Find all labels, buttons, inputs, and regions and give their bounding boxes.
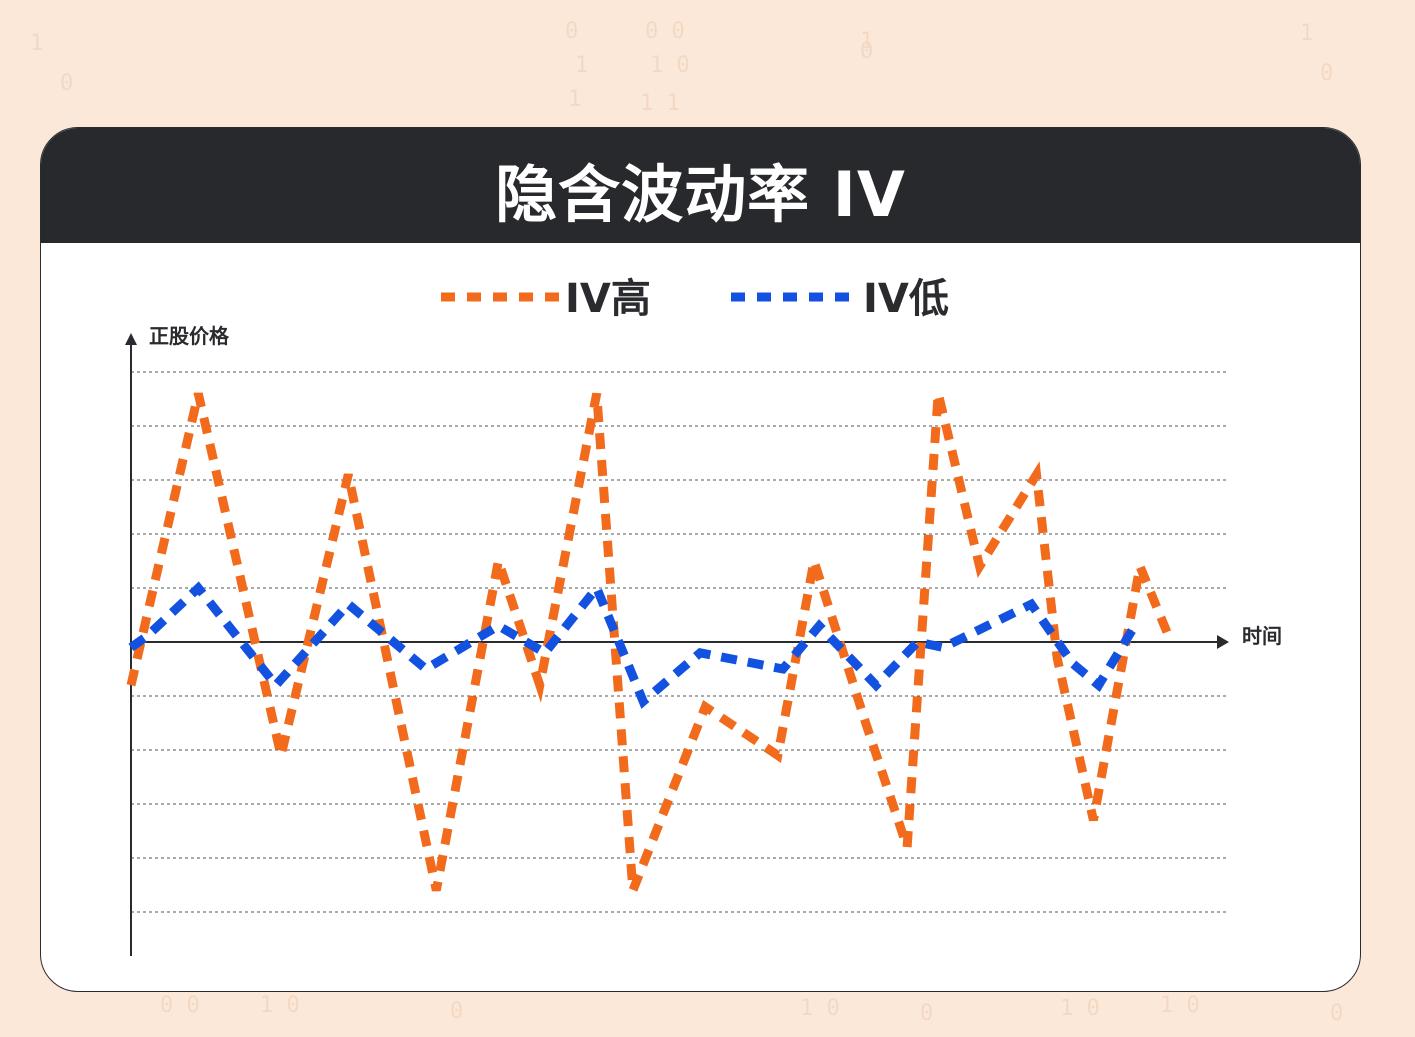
gridlines	[131, 371, 1229, 913]
svg-text:1: 1	[30, 31, 43, 56]
svg-text:1 1: 1 1	[640, 91, 680, 116]
series-layer	[126, 392, 1176, 893]
chart: 正股价格 时间 IV高 IV低	[125, 276, 1282, 956]
svg-text:1: 1	[860, 29, 873, 54]
series-line-iv-high	[126, 392, 1176, 893]
page-title: 隐含波动率 IV	[495, 157, 906, 231]
svg-text:0 0: 0 0	[645, 19, 685, 44]
y-axis-arrow	[125, 333, 137, 345]
y-axis-label: 正股价格	[149, 324, 230, 348]
svg-text:0: 0	[920, 1001, 933, 1026]
svg-text:0: 0	[565, 19, 578, 44]
svg-text:0: 0	[1320, 61, 1333, 86]
svg-text:0: 0	[860, 39, 873, 64]
svg-text:0: 0	[1330, 1001, 1343, 1026]
legend-label-iv-low: IV低	[863, 276, 949, 322]
chart-card: 隐含波动率 IV 正股价格 时间 IV高 IV低	[40, 127, 1361, 992]
svg-text:1 0: 1 0	[800, 996, 840, 1021]
svg-text:1 0: 1 0	[260, 993, 300, 1018]
svg-text:1: 1	[568, 87, 581, 112]
svg-text:0: 0	[60, 71, 73, 96]
x-axis-label: 时间	[1242, 624, 1282, 648]
card-header: 隐含波动率 IV	[41, 128, 1360, 243]
svg-text:1 0: 1 0	[650, 53, 690, 78]
svg-text:1 0: 1 0	[1060, 996, 1100, 1021]
svg-text:1: 1	[1300, 21, 1313, 46]
series-line-iv-low	[128, 579, 1139, 709]
svg-text:1 0: 1 0	[1160, 993, 1200, 1018]
svg-text:1: 1	[575, 53, 588, 78]
x-axis-arrow	[1217, 635, 1229, 649]
svg-text:0 0: 0 0	[160, 993, 200, 1018]
legend: IV高 IV低	[441, 276, 949, 322]
legend-label-iv-high: IV高	[565, 276, 651, 322]
svg-text:0: 0	[450, 999, 463, 1024]
